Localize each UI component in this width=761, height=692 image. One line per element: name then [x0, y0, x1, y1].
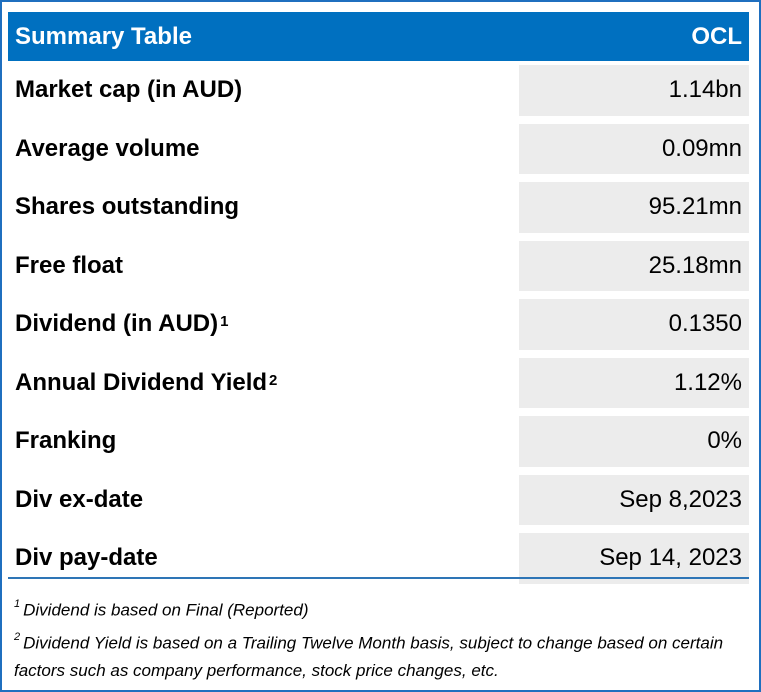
table-title: Summary Table — [15, 22, 192, 50]
row-label-text: Div pay-date — [15, 544, 158, 572]
row-label: Div pay-date — [8, 529, 519, 588]
table-header: Summary Table OCL — [8, 12, 749, 61]
row-value: 25.18mn — [519, 240, 749, 291]
row-value: Sep 8,2023 — [519, 474, 749, 525]
divider — [8, 577, 749, 579]
row-label: Annual Dividend Yield 2 — [15, 368, 278, 396]
footnote-mark: 2 — [14, 630, 21, 643]
row-label-text: Average volume — [15, 134, 200, 162]
table-row: Free float 25.18mn — [8, 237, 749, 296]
row-label: Div ex-date — [8, 471, 519, 530]
table-row: Market cap (in AUD) 1.14bn — [8, 61, 749, 120]
table-body: Market cap (in AUD) 1.14bn Average volum… — [8, 61, 749, 588]
table-row: Dividend (in AUD) 1 0.1350 — [8, 295, 749, 354]
row-value: 1.12% — [519, 357, 749, 408]
footnote-text: Dividend Yield is based on a Trailing Tw… — [14, 633, 724, 681]
row-label-text: Shares outstanding — [15, 193, 240, 221]
footnote-1: 1 Dividend is based on Final (Reported) — [14, 592, 749, 625]
table-row: Shares outstanding 95.21mn — [8, 178, 749, 237]
row-label: Dividend (in AUD) 1 — [15, 310, 229, 338]
row-label-text: Free float — [15, 251, 124, 279]
table-row: Div pay-date Sep 14, 2023 — [8, 529, 749, 588]
footnote-2: 2 Dividend Yield is based on a Trailing T… — [14, 625, 749, 686]
table-row: Div ex-date Sep 8,2023 — [8, 471, 749, 530]
row-value: 1.14bn — [519, 65, 749, 116]
footnote-mark: 1 — [14, 598, 21, 610]
row-label-text: Market cap (in AUD) — [15, 76, 243, 104]
row-label-text: Dividend (in AUD) — [15, 310, 219, 338]
row-value: 0.1350 — [519, 299, 749, 350]
row-label: Free float — [8, 237, 519, 296]
row-label-text: Annual Dividend Yield — [15, 368, 268, 396]
row-label: Market cap (in AUD) — [8, 61, 519, 120]
table-row: Annual Dividend Yield 2 1.12% — [8, 354, 749, 413]
row-label: Average volume — [8, 120, 519, 179]
row-label: Franking — [8, 412, 519, 471]
row-label-text: Franking — [15, 427, 117, 455]
row-label-text: Div ex-date — [15, 485, 144, 513]
footnote-text: Dividend is based on Final (Reported) — [23, 600, 309, 620]
row-value: 95.21mn — [519, 182, 749, 233]
table-row: Franking 0% — [8, 412, 749, 471]
ticker-label: OCL — [691, 22, 742, 50]
row-value: 0.09mn — [519, 123, 749, 174]
table-row: Average volume 0.09mn — [8, 120, 749, 179]
row-value: Sep 14, 2023 — [519, 533, 749, 584]
row-value: 0% — [519, 416, 749, 467]
footnotes: 1 Dividend is based on Final (Reported) 2… — [14, 592, 749, 685]
row-label: Shares outstanding — [8, 178, 519, 237]
